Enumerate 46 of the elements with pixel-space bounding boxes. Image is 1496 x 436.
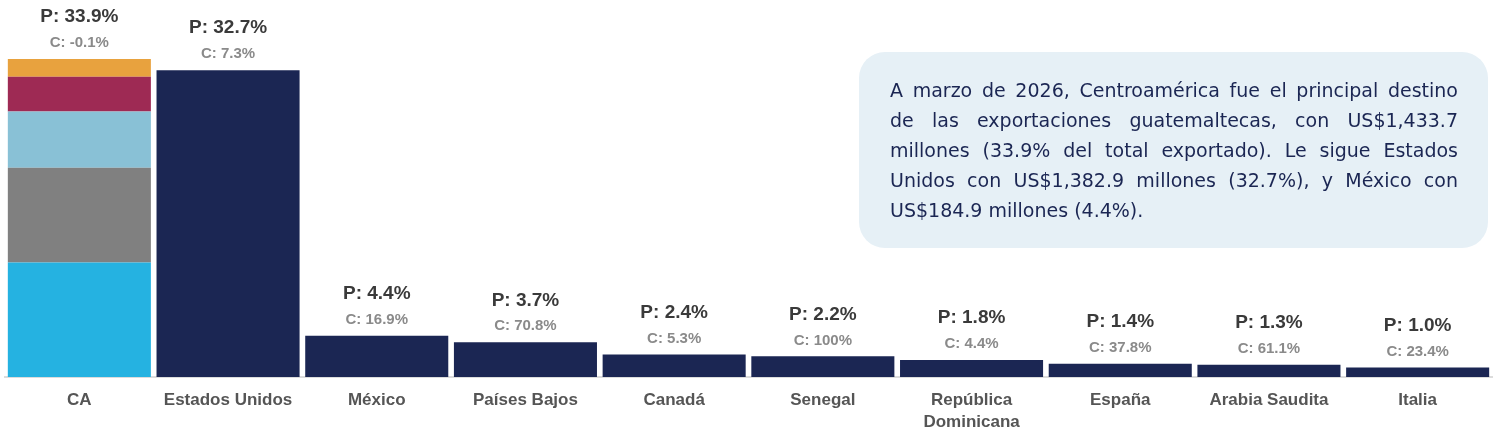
- x-tick-label: España: [1090, 389, 1152, 409]
- x-tick-label: Países Bajos: [473, 389, 578, 409]
- annotation: C: 7.3%: [200, 44, 256, 62]
- annotation: C: 70.8%: [494, 316, 557, 334]
- bar: [305, 335, 449, 377]
- bar: [7, 76, 151, 112]
- bar: [1197, 364, 1341, 377]
- annotation: C: -0.1%: [49, 33, 109, 51]
- x-tick-label: México: [347, 389, 406, 409]
- x-tick-label: Senegal: [790, 389, 856, 409]
- x-tick-label: CA: [67, 389, 92, 409]
- annotation: C: 4.4%: [944, 334, 999, 352]
- bar: [900, 360, 1044, 377]
- data-label: P: 4.4%: [342, 281, 411, 303]
- annotation: C: 16.9%: [345, 309, 409, 327]
- data-label: P: 2.4%: [640, 300, 709, 322]
- data-label: P: 32.7%: [188, 16, 268, 38]
- bar: [7, 59, 151, 77]
- x-tick-label: Arabia Saudita: [1209, 389, 1330, 409]
- annotation: C: 61.1%: [1237, 338, 1301, 356]
- x-tick-label: República Dominicana: [923, 389, 1021, 431]
- annotation: C: 100%: [793, 330, 853, 348]
- total-label: P: 33.9%: [40, 5, 119, 27]
- data-label: P: 1.8%: [937, 306, 1006, 328]
- x-tick-label: Estados Unidos: [163, 389, 293, 409]
- bar: [7, 262, 151, 377]
- data-label: P: 2.2%: [789, 302, 857, 324]
- annotation: A marzo de 2026, Centroamérica fue el principal destino de las exportaciones guatemaltecas, con US$1,433.7 millones (33.9% del total exportado). Le sigue Estados Unidos con US$1,382.9 millones (32.7%), y México con US$184.9 millones (4.4%).: [890, 78, 1458, 223]
- bar: [156, 70, 300, 377]
- callout-box: A marzo de 2026, Centroamérica fue el principal destino de las exportaciones guatemaltecas, con US$1,433.7 millones (33.9% del total exportado). Le sigue Estados Unidos con US$1,382.9 millones (32.7%), y México con US$184.9 millones (4.4%).: [859, 52, 1488, 248]
- data-label: P: 1.3%: [1235, 311, 1303, 333]
- annotation: C: 5.3%: [647, 328, 702, 346]
- bar: [7, 111, 151, 168]
- x-tick-label: Italia: [1398, 389, 1438, 409]
- bar: [7, 167, 151, 263]
- bar: [1048, 363, 1192, 377]
- x-tick-label: Canadá: [643, 389, 706, 409]
- bar: [1346, 367, 1490, 377]
- bar: [453, 342, 597, 377]
- bar: [602, 354, 746, 377]
- annotation: C: 37.8%: [1088, 338, 1152, 356]
- data-label: P: 1.0%: [1383, 313, 1452, 335]
- annotation: C: 23.4%: [1386, 341, 1449, 359]
- data-label: P: 3.7%: [491, 288, 560, 310]
- data-label: P: 1.4%: [1086, 310, 1155, 332]
- bar: [751, 356, 895, 377]
